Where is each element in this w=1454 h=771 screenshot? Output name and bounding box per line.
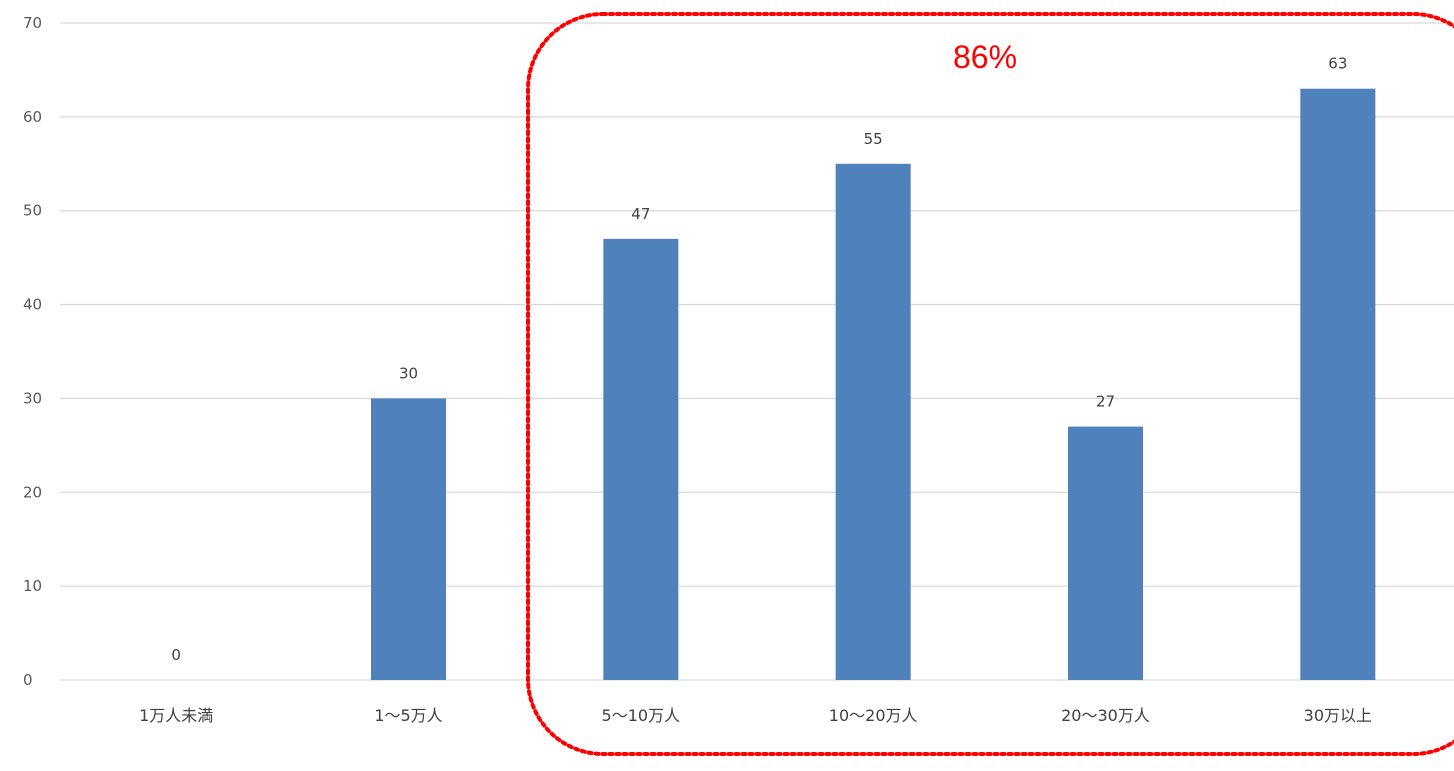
bar	[835, 163, 911, 681]
category-label: 1万人未満	[139, 706, 213, 725]
category-label: 30万以上	[1304, 706, 1372, 725]
bars	[371, 88, 1376, 681]
category-label: 10〜20万人	[829, 706, 918, 725]
highlight-dotted-box	[526, 12, 1454, 756]
y-tick-label: 0	[23, 671, 33, 689]
y-tick-label: 70	[23, 14, 42, 32]
data-label: 0	[171, 646, 181, 664]
y-tick-label: 10	[23, 577, 42, 595]
annotation: 86%	[526, 12, 1454, 756]
y-axis-tick-labels: 0 10 20 30 40 50 60 70	[23, 14, 42, 689]
bar	[371, 398, 446, 680]
bar	[1300, 88, 1376, 680]
category-label: 20〜30万人	[1061, 706, 1150, 725]
data-label: 55	[864, 130, 883, 148]
bar	[1068, 426, 1143, 680]
y-tick-label: 60	[23, 108, 42, 126]
bar	[603, 238, 679, 680]
data-label: 63	[1328, 55, 1347, 73]
data-label: 30	[399, 364, 418, 382]
category-labels: 1万人未満 1〜5万人 5〜10万人 10〜20万人 20〜30万人 30万以上	[139, 706, 1372, 725]
gridlines	[60, 22, 1454, 681]
y-tick-label: 30	[23, 389, 42, 407]
category-label: 5〜10万人	[602, 706, 681, 725]
y-tick-label: 40	[23, 296, 42, 314]
annotation-percent-label: 86%	[953, 39, 1017, 75]
data-labels: 0 30 47 55 27 63	[171, 55, 1347, 664]
data-label: 47	[631, 205, 650, 223]
y-tick-label: 50	[23, 202, 42, 220]
category-label: 1〜5万人	[374, 706, 442, 725]
data-label: 27	[1096, 393, 1115, 411]
y-tick-label: 20	[23, 483, 42, 501]
